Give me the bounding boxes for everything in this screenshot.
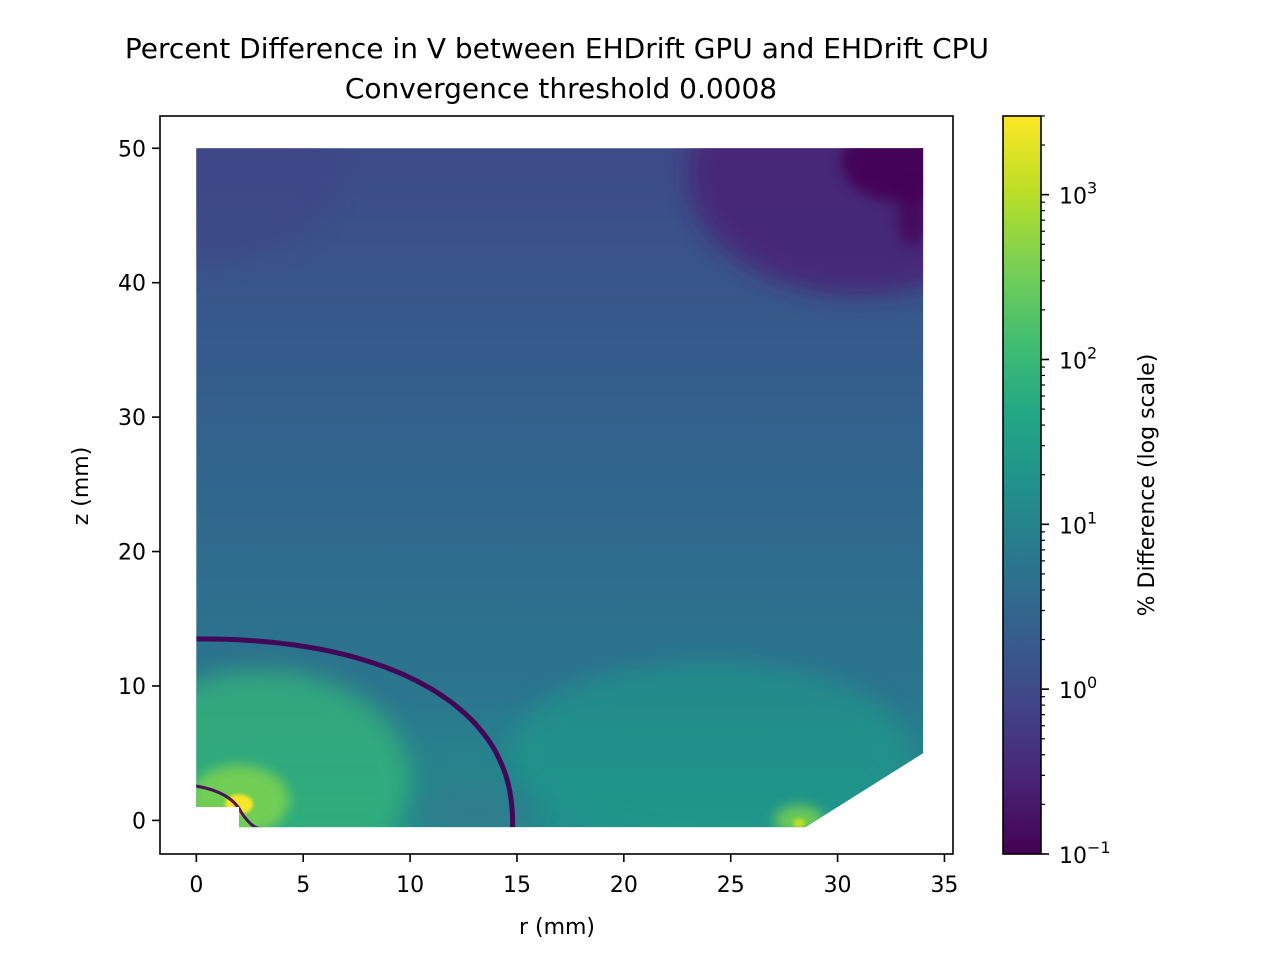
field-region-10 — [414, 783, 535, 828]
zero-difference-contour — [196, 636, 516, 828]
colorbar-ticks: 10−1 100 101 102 103 — [1041, 115, 1111, 869]
field-region-3 — [897, 185, 924, 246]
field-region-2 — [841, 148, 924, 202]
x-tick-label: 30 — [824, 873, 852, 898]
x-tick-label: 10 — [396, 873, 424, 898]
x-tick-label: 15 — [503, 873, 531, 898]
colorbar-tick-label: 101 — [1059, 508, 1097, 539]
y-tick-label: 30 — [118, 406, 146, 431]
x-tick-label: 5 — [296, 873, 310, 898]
y-axis: 0 10 20 30 40 50 — [118, 137, 160, 834]
x-tick-label: 0 — [189, 873, 203, 898]
y-tick-label: 50 — [118, 137, 146, 162]
colorbar-label: % Difference (log scale) — [1135, 354, 1160, 617]
x-tick-label: 20 — [610, 873, 638, 898]
y-tick-label: 40 — [118, 272, 146, 297]
colorbar-tick-label: 100 — [1059, 673, 1097, 704]
colorbar-gradient — [1002, 115, 1042, 855]
chart-title: Percent Difference in V between EHDrift … — [125, 32, 989, 65]
x-tick-label: 25 — [717, 873, 745, 898]
x-tick-label: 35 — [930, 873, 958, 898]
colorbar-tick-label: 10−1 — [1059, 838, 1111, 869]
chart-subtitle: Convergence threshold 0.0008 — [345, 72, 777, 105]
field-region-4 — [509, 663, 910, 828]
colorbar: 10−1 100 101 102 103 % Difference (log scale… — [1002, 115, 1160, 869]
y-axis-label: z (mm) — [69, 447, 94, 526]
colorbar-tick-label: 103 — [1059, 179, 1097, 210]
origin-contour — [196, 783, 261, 828]
field-region-0 — [196, 148, 337, 266]
x-axis-label: r (mm) — [519, 915, 595, 940]
plot-axes — [159, 115, 954, 855]
heatmap-field — [196, 148, 924, 828]
field-region-9 — [793, 818, 806, 828]
y-tick-label: 0 — [132, 809, 146, 834]
y-tick-label: 20 — [118, 541, 146, 566]
x-axis: 0 5 10 15 20 25 30 35 — [189, 854, 958, 898]
y-tick-label: 10 — [118, 675, 146, 700]
colorbar-tick-label: 102 — [1059, 343, 1097, 374]
